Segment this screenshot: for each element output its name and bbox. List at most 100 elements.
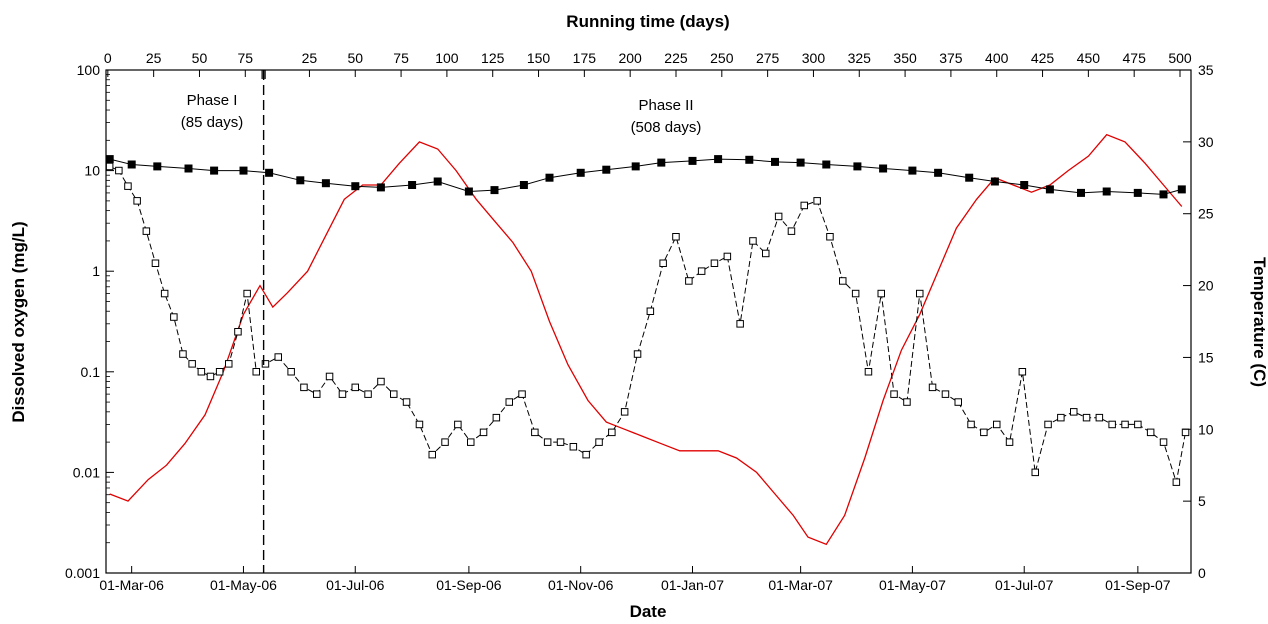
effluent_do-point	[1070, 408, 1078, 416]
effluent_do-point	[928, 383, 937, 392]
influent_do-point	[965, 173, 974, 182]
running-time-tick-label: 75	[393, 50, 409, 66]
y-tick-label: 10	[84, 163, 100, 179]
effluent_do-point	[479, 428, 488, 437]
effluent_do-point	[151, 259, 160, 267]
influent_do-point	[990, 177, 999, 186]
effluent_do-point	[1095, 413, 1104, 422]
effluent_do-point	[338, 390, 347, 398]
effluent_do-point	[954, 398, 962, 406]
effluent_do-point	[941, 390, 950, 398]
running-time-tick-label: 325	[848, 50, 872, 66]
influent_do-point	[105, 155, 114, 164]
effluent_do-point	[402, 398, 411, 406]
influent_do-point	[464, 187, 473, 196]
date-tick-label: 01-Sep-06	[436, 577, 502, 593]
effluent_do-point	[1108, 420, 1116, 429]
influent_do-point	[265, 168, 274, 177]
y2-tick-label: 30	[1198, 134, 1214, 150]
date-tick-label: 01-May-06	[210, 577, 277, 593]
right-axis-title: Temperature (C)	[1250, 257, 1268, 387]
influent_do-point	[545, 173, 554, 182]
left-axis-title: Dissolved oxygen (mg/L)	[9, 221, 28, 422]
influent_do-point	[376, 183, 385, 192]
effluent_do-point	[225, 360, 233, 368]
date-tick-label: 01-Sep-07	[1105, 577, 1171, 593]
effluent_do-point	[659, 259, 667, 267]
running-time-tick-label: 50	[192, 50, 208, 66]
influent_do-point	[153, 162, 162, 171]
running-time-tick-label: 250	[710, 50, 734, 66]
running-time-tick-label: 25	[302, 50, 318, 66]
phase2-label: Phase II	[638, 97, 693, 114]
running-time-tick-label: 200	[618, 50, 642, 66]
influent_do-point	[321, 179, 330, 188]
effluent_do-point	[492, 413, 501, 422]
y-tick-label: 1	[92, 263, 100, 279]
effluent_do-point	[133, 197, 141, 205]
effluent_do-point	[261, 360, 270, 368]
effluent_do-point	[826, 233, 834, 241]
effluent_do-point	[723, 252, 732, 261]
effluent_do-point	[877, 289, 885, 298]
effluent_do-point	[608, 428, 616, 437]
effluent_do-point	[1082, 413, 1091, 422]
effluent_do-point	[1181, 428, 1190, 437]
effluent_do-point	[518, 390, 526, 398]
effluent_do-point	[243, 289, 251, 298]
effluent_do-point	[749, 237, 757, 245]
running-time-tick-label: 400	[985, 50, 1009, 66]
y2-tick-label: 15	[1198, 349, 1214, 365]
influent_do-point	[822, 160, 831, 169]
influent_do-point	[796, 158, 805, 167]
effluent_do-point	[762, 249, 770, 258]
effluent_do-point	[633, 350, 642, 358]
running-time-tick-label: 450	[1077, 50, 1101, 66]
effluent_do-point	[595, 438, 603, 446]
plot-frame	[105, 69, 1192, 574]
effluent_do-point	[569, 443, 578, 451]
effluent_do-point	[505, 398, 513, 406]
y-tick-label: 0.01	[73, 464, 100, 480]
influent_do-point	[1102, 187, 1111, 196]
effluent_do-point	[234, 328, 242, 336]
effluent_do-point	[105, 162, 114, 171]
effluent_do-point	[467, 438, 475, 446]
y-tick-label: 0.1	[81, 364, 101, 380]
running-time-tick-label: 25	[146, 50, 162, 66]
y2-tick-label: 10	[1198, 421, 1214, 437]
effluent_do-point	[415, 420, 424, 429]
effluent_do-point	[556, 438, 565, 446]
influent_do-point	[184, 164, 193, 173]
effluent_do-point	[206, 372, 215, 381]
influent_do-line	[109, 158, 1182, 195]
effluent_do-point	[967, 420, 975, 429]
effluent_do-point	[197, 368, 206, 376]
effluent_do-point	[787, 227, 796, 235]
effluent_do-point	[1018, 368, 1027, 376]
effluent_do-point	[428, 450, 436, 459]
effluent_do-point	[813, 197, 821, 205]
influent_do-point	[631, 162, 640, 171]
effluent_do-point	[287, 368, 295, 376]
influent_do-point	[745, 155, 754, 164]
influent_do-point	[714, 155, 723, 164]
effluent_do-point	[377, 377, 385, 386]
effluent_do-point	[1172, 478, 1181, 486]
influent_do-point	[1077, 188, 1085, 197]
effluent_do-point	[1159, 438, 1168, 446]
bottom-axis-title: Date	[630, 602, 667, 621]
influent_do-point	[519, 181, 528, 189]
date-tick-label: 01-Jan-07	[661, 577, 724, 593]
date-tick-label: 01-Nov-06	[548, 577, 614, 593]
date-tick-label: 01-May-07	[879, 577, 946, 593]
effluent_do-point	[620, 408, 629, 416]
influent_do-point	[771, 157, 779, 166]
running-time-tick-label: 50	[347, 50, 363, 66]
date-tick-label: 01-Mar-07	[768, 577, 833, 593]
effluent_do-point	[1057, 413, 1065, 422]
y2-tick-label: 0	[1198, 565, 1206, 581]
effluent_do-point	[390, 390, 398, 398]
y2-tick-label: 5	[1198, 493, 1206, 509]
y2-tick-label: 35	[1198, 62, 1214, 78]
